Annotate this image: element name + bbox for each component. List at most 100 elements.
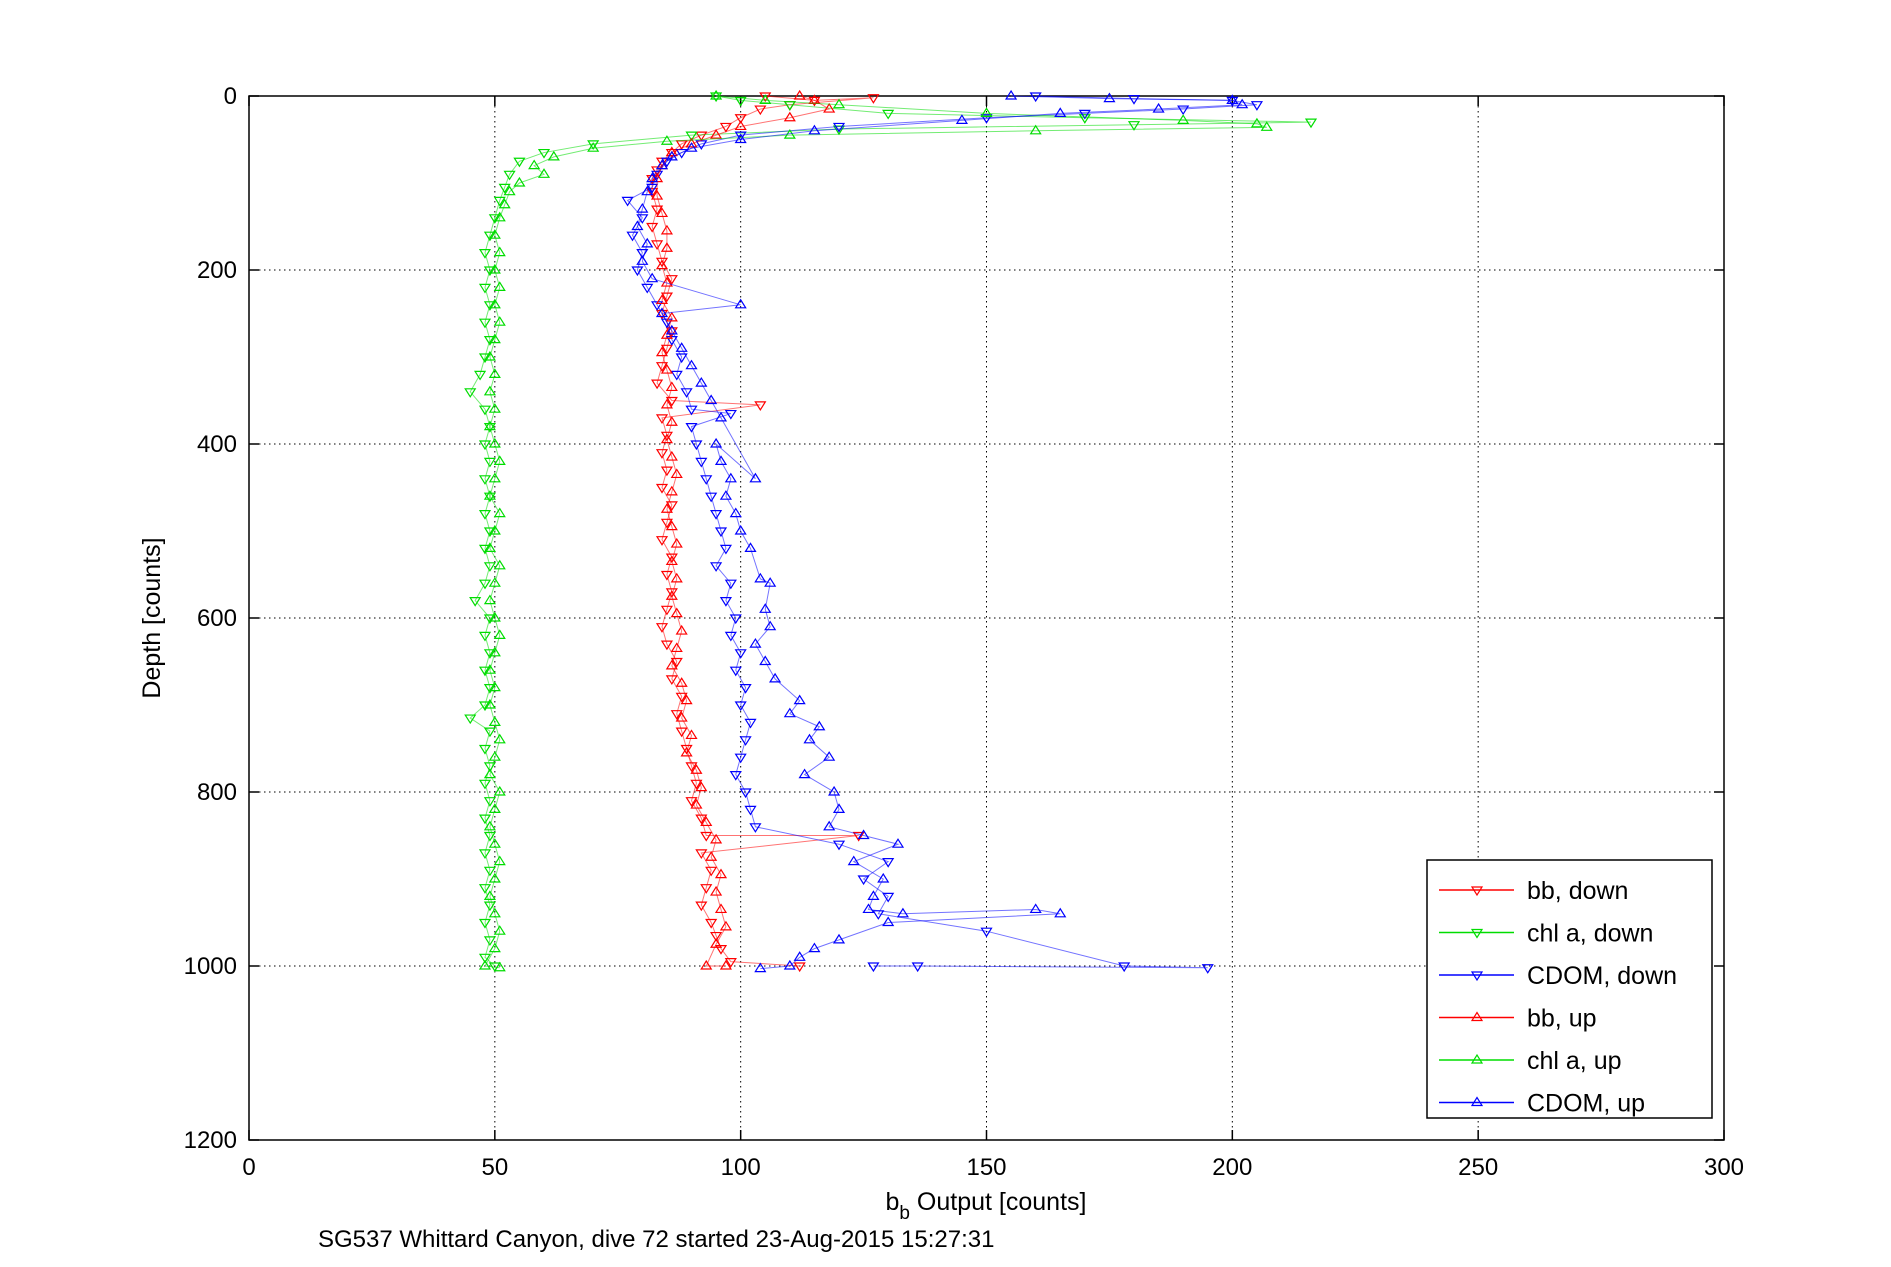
data-point	[636, 202, 649, 213]
data-point	[488, 298, 501, 309]
data-point	[660, 135, 673, 145]
data-point	[513, 176, 526, 187]
data-point	[680, 746, 693, 757]
x-tick-label: 150	[966, 1154, 1006, 1181]
data-point	[710, 562, 723, 572]
data-point	[685, 131, 698, 142]
x-tick-label: 50	[481, 1154, 508, 1181]
data-point	[980, 927, 993, 938]
data-point	[513, 157, 526, 168]
data-point	[655, 257, 669, 268]
data-point	[695, 781, 708, 792]
data-point	[675, 692, 688, 703]
data-point	[700, 816, 713, 827]
data-point	[483, 336, 496, 346]
data-point	[710, 510, 723, 520]
chart-title: SG537 Whittard Canyon, dive 72 started 2…	[318, 1226, 994, 1253]
data-point	[488, 611, 501, 622]
data-point	[882, 109, 895, 120]
series-chl-a-down	[464, 92, 1318, 973]
legend-label: chl a, up	[1527, 1047, 1622, 1075]
data-point	[729, 614, 742, 625]
data-point	[478, 475, 492, 485]
data-point	[660, 605, 673, 616]
data-point	[695, 131, 708, 142]
data-point	[488, 472, 501, 483]
data-point	[675, 711, 688, 722]
data-point	[493, 507, 506, 518]
data-point	[483, 890, 496, 900]
data-point	[680, 744, 693, 755]
data-point	[690, 779, 703, 790]
data-point	[488, 403, 501, 413]
data-point	[655, 307, 669, 318]
data-point	[724, 631, 737, 642]
legend-entry: CDOM, up	[1439, 1090, 1645, 1118]
data-point	[710, 437, 723, 448]
data-point	[493, 316, 506, 326]
data-point	[729, 507, 742, 518]
legend-entry: CDOM, down	[1439, 962, 1677, 990]
data-point	[537, 148, 551, 159]
data-point	[665, 659, 678, 670]
series-line	[469, 95, 1312, 967]
legend-entry: chl a, up	[1439, 1047, 1622, 1075]
legend-box	[1426, 859, 1713, 1119]
data-point	[665, 590, 678, 600]
series-chl-a-up	[478, 89, 1273, 972]
data-point	[759, 92, 772, 103]
data-point	[660, 363, 673, 374]
data-point	[665, 588, 678, 599]
data-point	[464, 714, 477, 725]
legend-marker-swatch	[1470, 886, 1484, 897]
data-point	[882, 892, 895, 903]
data-point	[896, 907, 909, 918]
data-point	[483, 684, 496, 694]
data-point	[714, 455, 728, 465]
data-point	[483, 936, 496, 947]
legend-entry: bb, up	[1439, 1005, 1597, 1033]
data-point	[483, 649, 496, 659]
data-point	[832, 840, 846, 851]
data-point	[483, 866, 496, 877]
data-point	[759, 603, 772, 613]
data-point	[1177, 114, 1190, 124]
data-point	[488, 437, 501, 448]
series-cdom-down	[621, 92, 1264, 974]
data-point	[1226, 94, 1239, 104]
data-point	[754, 962, 767, 973]
data-point	[483, 698, 496, 709]
data-point	[1127, 121, 1141, 131]
data-point	[769, 672, 782, 683]
data-point	[734, 96, 747, 107]
x-tick-label: 300	[1704, 1154, 1744, 1181]
data-point	[641, 237, 654, 248]
data-point	[493, 211, 506, 222]
legend-marker-swatch	[1470, 1011, 1484, 1022]
data-point	[719, 544, 732, 555]
data-point	[823, 102, 836, 113]
data-point	[587, 142, 600, 152]
data-point	[646, 272, 659, 283]
series-line	[636, 95, 1243, 970]
data-point	[483, 562, 496, 572]
data-point	[700, 831, 713, 842]
data-point	[483, 385, 496, 396]
data-point	[483, 423, 496, 433]
data-point	[700, 959, 713, 970]
legend-marker-swatch	[1470, 1096, 1484, 1107]
data-point	[729, 666, 742, 677]
data-point	[478, 849, 492, 860]
data-point	[857, 829, 870, 840]
data-point	[734, 649, 747, 659]
data-point	[724, 958, 737, 968]
data-point	[488, 942, 501, 953]
data-point	[641, 185, 654, 196]
data-point	[803, 733, 816, 744]
data-point	[483, 301, 496, 311]
data-point	[488, 751, 501, 761]
data-point	[646, 188, 659, 198]
data-point	[670, 710, 683, 720]
data-point	[783, 111, 796, 122]
data-point	[744, 718, 757, 729]
